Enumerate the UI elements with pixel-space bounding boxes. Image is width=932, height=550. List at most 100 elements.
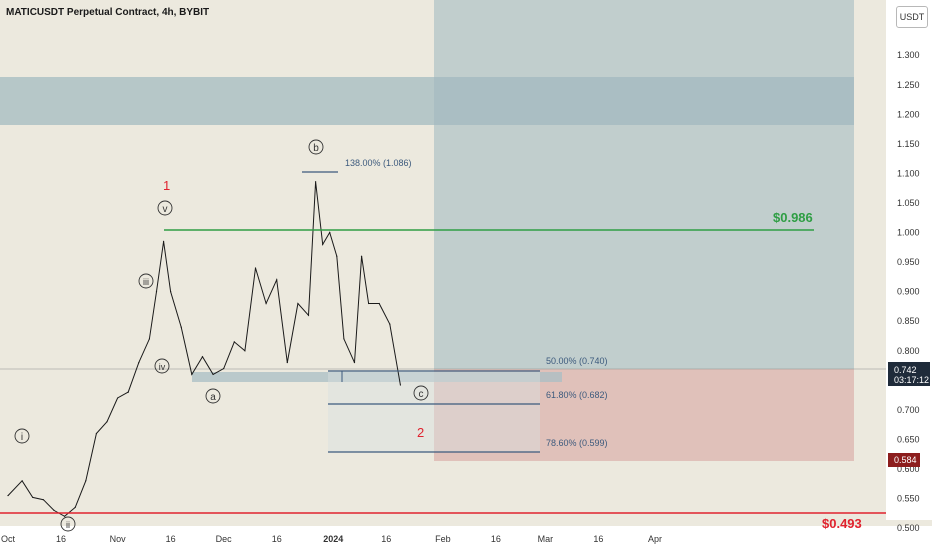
- price-line: [7, 181, 401, 517]
- price-point: [162, 240, 165, 242]
- unit-button[interactable]: USDT: [896, 6, 928, 28]
- price-point: [180, 326, 182, 328]
- price-point: [360, 255, 363, 257]
- price-point: [201, 356, 204, 358]
- price-point: [148, 338, 151, 340]
- price-point: [74, 506, 76, 508]
- price-point: [286, 361, 288, 364]
- y-tick-label: 0.500: [897, 523, 920, 533]
- price-point: [368, 302, 370, 305]
- y-tick-label: 0.600: [897, 464, 920, 474]
- fib-618-label: 61.80% (0.682): [546, 390, 608, 400]
- price-point: [353, 361, 356, 364]
- fib-upper-label: 138.00% (1.086): [345, 158, 412, 168]
- x-tick-label: Feb: [435, 534, 451, 544]
- fib-projection-box: [328, 371, 540, 452]
- y-tick-label: 0.700: [897, 405, 920, 415]
- wave-label-c: c: [413, 385, 429, 401]
- svg-text:b: b: [313, 143, 319, 154]
- svg-text:iv: iv: [159, 362, 166, 372]
- fib-50-label: 50.00% (0.740): [546, 356, 608, 366]
- svg-text:c: c: [419, 389, 424, 400]
- price-point: [378, 302, 380, 305]
- x-tick-label: 16: [166, 534, 176, 544]
- y-tick-label: 1.250: [897, 80, 920, 90]
- price-point: [276, 279, 278, 281]
- price-point: [244, 350, 246, 352]
- wave-label-ii: ii: [60, 516, 76, 532]
- price-point: [63, 515, 66, 517]
- x-tick-label: Dec: [216, 534, 233, 544]
- support-box: [192, 372, 562, 382]
- svg-text:ii: ii: [66, 520, 70, 530]
- wave-label-b: b: [308, 139, 324, 155]
- current-price-tag: 0.742 03:17:12: [888, 362, 930, 386]
- y-tick-label: 1.150: [897, 139, 920, 149]
- price-point: [21, 480, 23, 482]
- svg-text:v: v: [163, 204, 168, 215]
- stop-zone: [434, 369, 854, 461]
- price-point: [95, 432, 97, 435]
- wave-label-v: v: [157, 200, 173, 216]
- y-tick-label: 0.850: [897, 316, 920, 326]
- x-tick-label: 2024: [323, 534, 343, 544]
- svg-text:0.742: 0.742: [894, 365, 917, 375]
- price-points: [7, 181, 402, 517]
- price-point: [106, 421, 108, 423]
- svg-text:i: i: [21, 432, 23, 443]
- x-tick-label: 16: [56, 534, 66, 544]
- price-point: [314, 181, 317, 183]
- fib-786-label: 78.60% (0.599): [546, 438, 608, 448]
- y-tick-label: 1.200: [897, 109, 920, 119]
- x-tick-label: 16: [593, 534, 603, 544]
- x-tick-label: Mar: [538, 534, 554, 544]
- y-tick-label: 0.550: [897, 494, 920, 504]
- price-axis: [886, 0, 932, 520]
- chart-title: MATICUSDT Perpetual Contract, 4h, BYBIT: [6, 7, 210, 18]
- price-point: [336, 255, 338, 257]
- price-point: [399, 384, 402, 386]
- price-point: [212, 373, 214, 375]
- support-price-label: $0.493: [822, 516, 862, 531]
- target-zone-upper: [434, 0, 854, 369]
- y-tick-label: 0.800: [897, 346, 920, 356]
- wave-label-red-1: 1: [163, 178, 170, 193]
- x-tick-label: Nov: [110, 534, 127, 544]
- wave-label-a: a: [205, 388, 221, 404]
- price-point: [155, 291, 158, 293]
- price-point: [254, 267, 257, 269]
- svg-text:03:17:12: 03:17:12: [894, 375, 929, 385]
- price-point: [329, 231, 331, 234]
- time-axis: [0, 526, 932, 550]
- price-point: [233, 341, 235, 343]
- resistance-band: [0, 77, 854, 125]
- wave-label-i: i: [14, 428, 30, 444]
- price-point: [170, 291, 172, 293]
- x-tick-label: Oct: [1, 534, 16, 544]
- y-tick-label: 0.900: [897, 287, 920, 297]
- price-point: [191, 373, 193, 375]
- price-point: [42, 499, 44, 501]
- wave-label-iii: iii: [138, 273, 154, 289]
- price-point: [322, 243, 324, 245]
- price-point: [223, 367, 225, 370]
- price-point: [307, 314, 310, 316]
- svg-text:iii: iii: [143, 277, 149, 287]
- wave-label-iv: iv: [154, 358, 170, 374]
- wave-label-red-2: 2: [417, 425, 424, 440]
- x-tick-label: Apr: [648, 534, 662, 544]
- svg-text:a: a: [210, 392, 216, 403]
- x-tick-label: 16: [272, 534, 282, 544]
- x-tick-label: 16: [381, 534, 391, 544]
- y-tick-label: 0.950: [897, 257, 920, 267]
- price-point: [138, 361, 140, 364]
- resistance-price-label: $0.986: [773, 210, 813, 225]
- price-point: [265, 302, 267, 305]
- price-point: [389, 323, 391, 325]
- y-tick-label: 1.000: [897, 228, 920, 238]
- price-point: [343, 338, 345, 340]
- x-axis-ticks: Oct 16 Nov 16 Dec 16 2024 16 Feb 16 Mar 16 Apr: [1, 534, 662, 544]
- price-point: [117, 397, 119, 399]
- y-tick-label: 1.050: [897, 198, 920, 208]
